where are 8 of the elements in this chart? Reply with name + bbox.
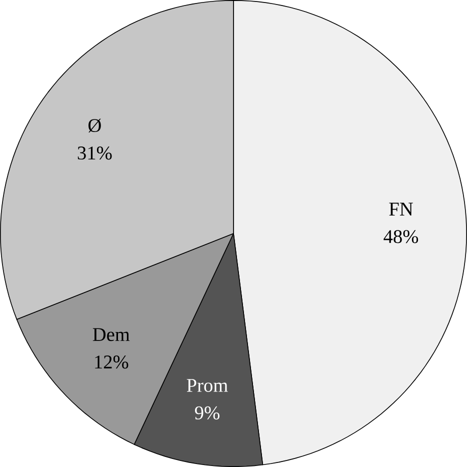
slice-label: Ø	[88, 118, 101, 132]
data-label: 31%	[78, 146, 112, 160]
data-label: 48%	[384, 230, 418, 244]
data-label: 9%	[194, 406, 220, 420]
data-label: 12%	[95, 356, 128, 369]
slice-label: FN	[389, 202, 413, 216]
slice-label: Prom	[186, 379, 228, 392]
slice-label: Dem	[92, 328, 130, 342]
